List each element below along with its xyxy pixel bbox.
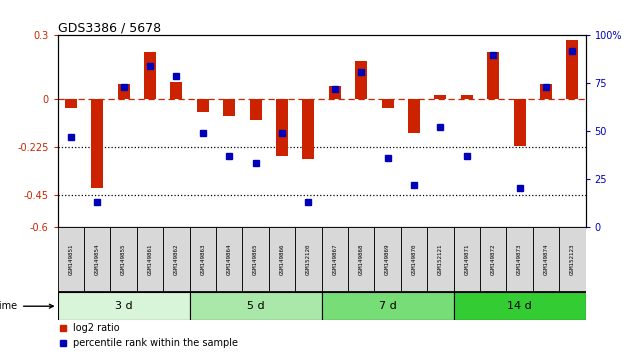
Text: GSM152120: GSM152120 [306, 244, 311, 275]
Bar [566, 40, 579, 99]
Bar [111, 227, 137, 292]
Bar [170, 82, 182, 99]
Bar [65, 99, 77, 108]
Bar [435, 95, 446, 99]
Text: GSM149873: GSM149873 [517, 244, 522, 275]
Text: GSM149871: GSM149871 [464, 244, 469, 275]
Text: 5 d: 5 d [247, 301, 264, 311]
Bar [348, 227, 374, 292]
Text: GSM149872: GSM149872 [491, 244, 496, 275]
Bar [329, 86, 340, 99]
Bar [559, 227, 586, 292]
Bar [322, 292, 454, 320]
Bar [540, 84, 552, 99]
Bar [118, 84, 129, 99]
Bar [514, 99, 525, 146]
Bar [487, 52, 499, 99]
Text: GSM149864: GSM149864 [227, 244, 232, 275]
Text: 7 d: 7 d [379, 301, 396, 311]
Text: GSM149851: GSM149851 [68, 244, 74, 275]
Bar [137, 227, 163, 292]
Bar [197, 99, 209, 112]
Text: GSM149870: GSM149870 [412, 244, 417, 275]
Bar [216, 227, 243, 292]
Bar [269, 227, 295, 292]
Bar [322, 227, 348, 292]
Bar [461, 95, 473, 99]
Bar [303, 99, 314, 159]
Bar [144, 52, 156, 99]
Bar [401, 227, 428, 292]
Bar [189, 227, 216, 292]
Bar [506, 227, 532, 292]
Text: GSM152123: GSM152123 [570, 244, 575, 275]
Bar [295, 227, 322, 292]
Text: GSM152121: GSM152121 [438, 244, 443, 275]
Bar [355, 61, 367, 99]
Text: GSM149862: GSM149862 [174, 244, 179, 275]
Text: GDS3386 / 5678: GDS3386 / 5678 [58, 21, 161, 34]
Text: GSM149855: GSM149855 [121, 244, 126, 275]
Bar [250, 99, 262, 120]
Bar [454, 227, 480, 292]
Text: GSM149865: GSM149865 [253, 244, 258, 275]
Text: GSM149854: GSM149854 [95, 244, 100, 275]
Bar [243, 227, 269, 292]
Bar [480, 227, 506, 292]
Bar [163, 227, 189, 292]
Text: GSM149861: GSM149861 [147, 244, 152, 275]
Text: time: time [0, 301, 53, 311]
Bar [428, 227, 454, 292]
Text: GSM149867: GSM149867 [332, 244, 337, 275]
Text: GSM149863: GSM149863 [200, 244, 205, 275]
Bar [84, 227, 111, 292]
Text: GSM149866: GSM149866 [280, 244, 285, 275]
Bar [58, 227, 84, 292]
Bar [276, 99, 288, 156]
Bar [454, 292, 586, 320]
Text: percentile rank within the sample: percentile rank within the sample [74, 338, 239, 348]
Text: GSM149868: GSM149868 [358, 244, 364, 275]
Text: GSM149874: GSM149874 [543, 244, 548, 275]
Text: log2 ratio: log2 ratio [74, 323, 120, 333]
Bar [223, 99, 235, 116]
Text: GSM149869: GSM149869 [385, 244, 390, 275]
Text: 14 d: 14 d [508, 301, 532, 311]
Bar [58, 292, 189, 320]
Text: 3 d: 3 d [115, 301, 132, 311]
Bar [374, 227, 401, 292]
Bar [533, 227, 559, 292]
Bar [381, 99, 394, 108]
Bar [92, 99, 103, 188]
Bar [408, 99, 420, 133]
Bar [189, 292, 322, 320]
